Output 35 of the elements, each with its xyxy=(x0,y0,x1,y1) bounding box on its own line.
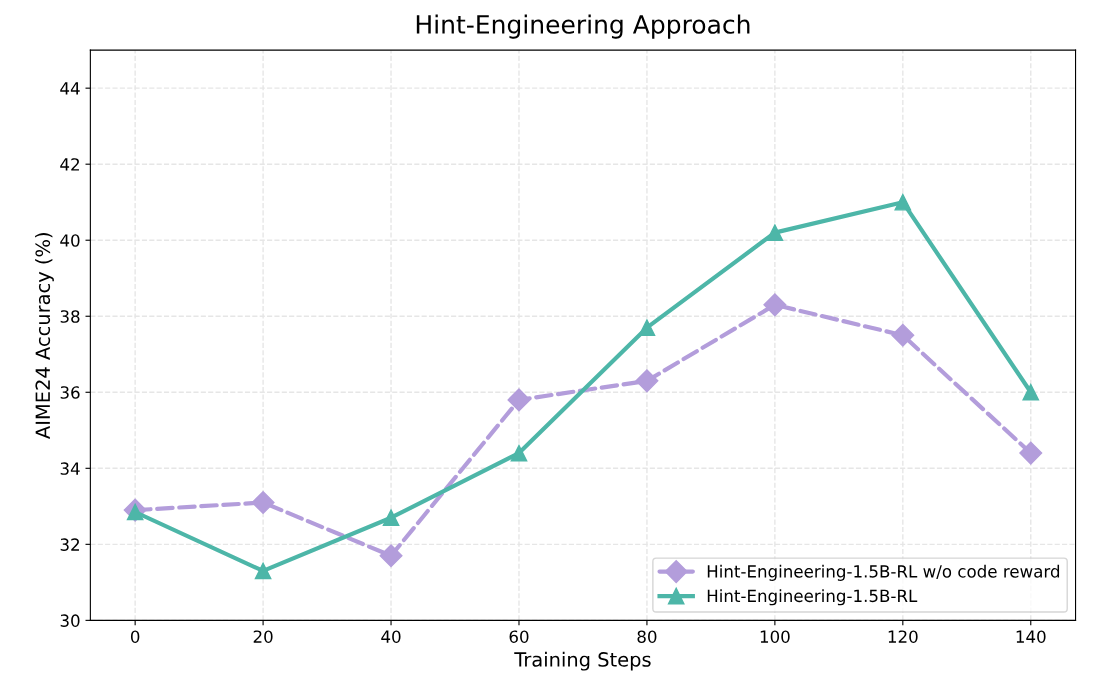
point xyxy=(379,544,403,568)
point xyxy=(251,491,275,515)
point xyxy=(763,293,787,317)
y-tick-label: 34 xyxy=(60,462,80,475)
x-tick-label: 100 xyxy=(760,630,790,643)
point xyxy=(510,444,528,462)
point xyxy=(1019,441,1043,465)
point xyxy=(638,319,656,336)
point xyxy=(382,509,400,527)
x-tick-label: 140 xyxy=(1016,630,1046,643)
x-tick-label: 120 xyxy=(888,630,918,643)
chart-title: Hint-Engineering Approach xyxy=(416,14,750,39)
y-axis-title: AIME24 Accuracy (%) xyxy=(35,233,54,439)
point xyxy=(766,224,784,241)
y-tick-label: 30 xyxy=(60,614,80,627)
y-tick-label: 40 xyxy=(60,234,80,247)
y-tick-label: 44 xyxy=(60,82,80,95)
point xyxy=(1022,383,1040,401)
point xyxy=(254,562,272,580)
legend-label: Hint-Engineering-1.5B-RL xyxy=(707,589,918,606)
legend-label: Hint-Engineering-1.5B-RL w/o code reward xyxy=(707,564,1060,581)
point xyxy=(894,193,912,211)
y-tick-label: 32 xyxy=(60,538,79,551)
x-tick-label: 0 xyxy=(130,630,140,643)
point xyxy=(635,369,659,393)
x-tick-label: 80 xyxy=(637,630,657,643)
x-axis-title: Training Steps xyxy=(514,651,651,671)
x-tick-label: 60 xyxy=(509,630,529,643)
point xyxy=(891,323,915,347)
x-tick-label: 20 xyxy=(253,630,273,643)
y-tick-label: 36 xyxy=(60,386,80,399)
y-tick-label: 42 xyxy=(60,158,79,171)
y-tick-label: 38 xyxy=(60,310,80,323)
point xyxy=(507,388,531,412)
x-tick-label: 40 xyxy=(381,630,401,643)
